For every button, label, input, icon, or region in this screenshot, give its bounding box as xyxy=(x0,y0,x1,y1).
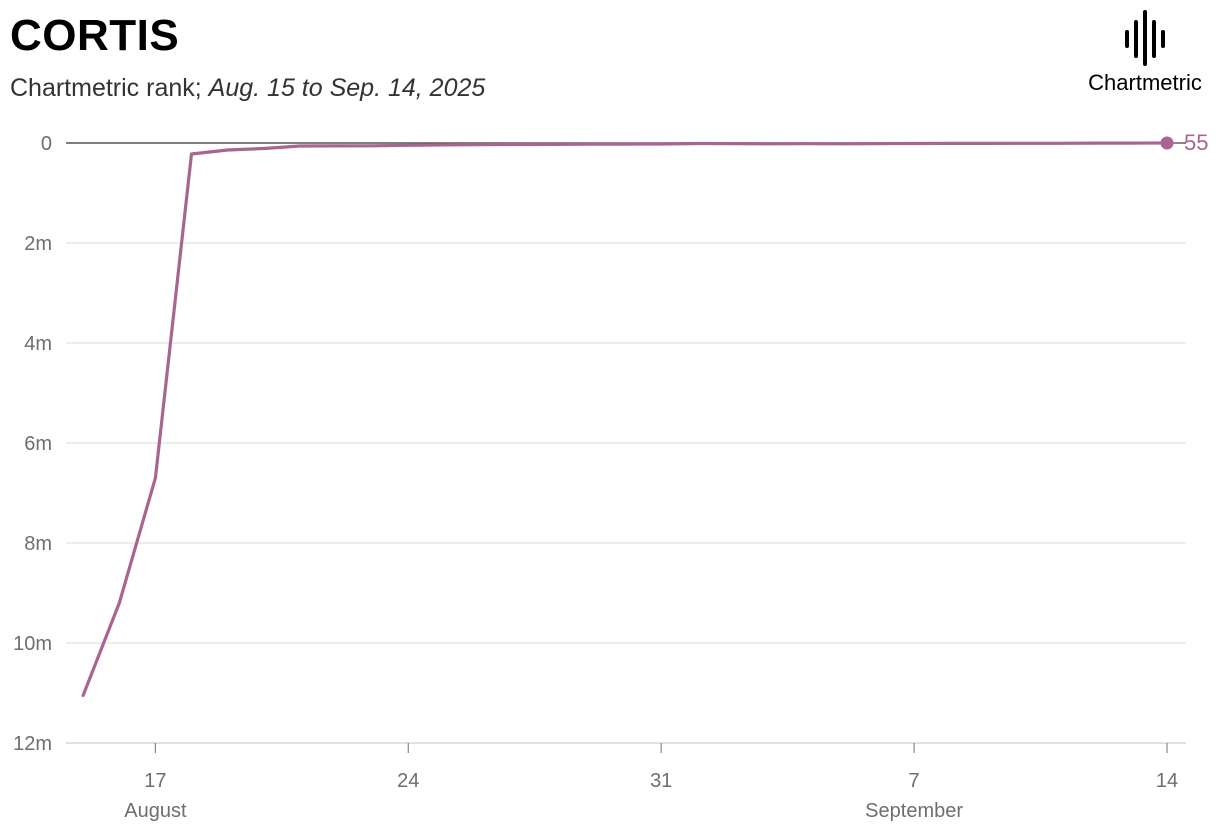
y-tick-label: 4m xyxy=(24,333,52,355)
chart-title: CORTIS xyxy=(10,11,180,60)
x-tick-label: 7 xyxy=(909,770,920,792)
x-month-label: August xyxy=(124,800,187,822)
latest-point-marker xyxy=(1160,136,1174,150)
subtitle-prefix: Chartmetric rank; xyxy=(10,74,209,102)
chartmetric-logo: Chartmetric xyxy=(1080,8,1210,98)
y-tick-label: 6m xyxy=(24,433,52,455)
y-tick-label: 12m xyxy=(13,733,52,755)
chartmetric-waveform-icon xyxy=(1125,10,1165,66)
x-tick-label: 17 xyxy=(144,770,166,792)
latest-value-label: 55 xyxy=(1184,130,1208,155)
y-tick-label: 0 xyxy=(41,133,52,155)
chartmetric-logo-text: Chartmetric xyxy=(1088,70,1202,95)
x-tick-label: 31 xyxy=(650,770,672,792)
chart-subtitle: Chartmetric rank; Aug. 15 to Sep. 14, 20… xyxy=(10,72,485,104)
y-tick-label: 10m xyxy=(13,633,52,655)
rank-series-line xyxy=(81,141,1169,698)
x-tick-label: 24 xyxy=(397,770,419,792)
x-month-label: September xyxy=(865,800,963,822)
subtitle-date-range: Aug. 15 to Sep. 14, 2025 xyxy=(208,74,486,102)
x-tick-label: 14 xyxy=(1156,770,1178,792)
y-tick-label: 2m xyxy=(24,233,52,255)
y-tick-label: 8m xyxy=(24,533,52,555)
